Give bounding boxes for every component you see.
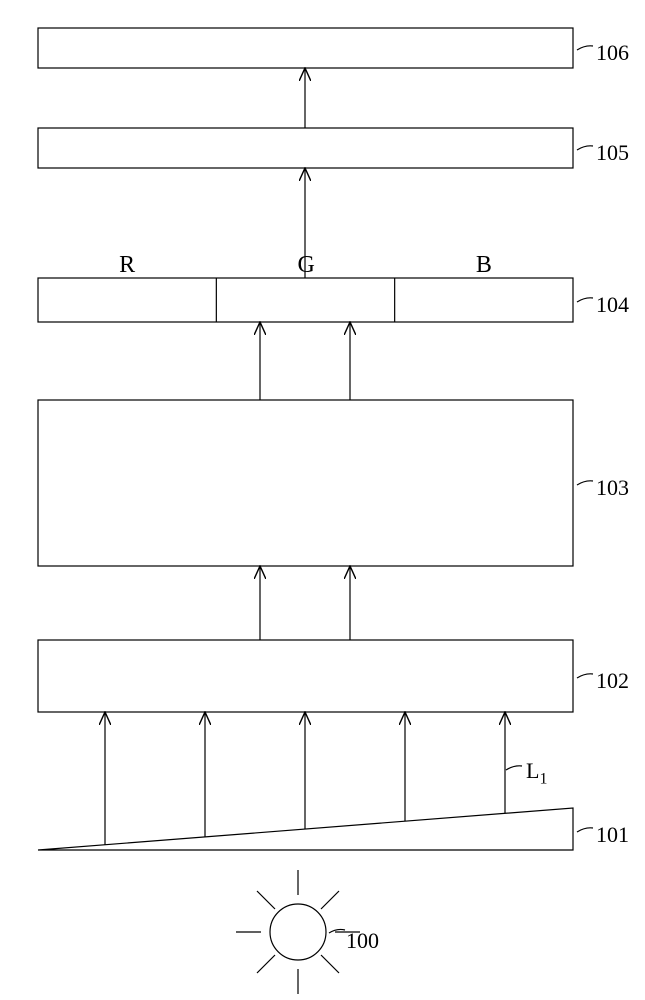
ref-label-106: 106 bbox=[596, 40, 629, 66]
ref-label-104: 104 bbox=[596, 292, 629, 318]
ref-label-102: 102 bbox=[596, 668, 629, 694]
ref-connector bbox=[577, 298, 593, 302]
ref-label-101: 101 bbox=[596, 822, 629, 848]
ref-label-103: 103 bbox=[596, 475, 629, 501]
cell-label-B: B bbox=[476, 252, 492, 279]
ref-label-100: 100 bbox=[346, 928, 379, 954]
ref-label-105: 105 bbox=[596, 140, 629, 166]
light-ray bbox=[321, 891, 339, 909]
layer-105 bbox=[38, 128, 573, 168]
layer-106 bbox=[38, 28, 573, 68]
ref-connector bbox=[577, 828, 593, 832]
ref-connector bbox=[577, 46, 593, 50]
light-ray bbox=[321, 955, 339, 973]
light-source-icon bbox=[270, 904, 326, 960]
label-L1: L1 bbox=[526, 758, 547, 788]
ref-connector bbox=[577, 481, 593, 485]
ref-connector bbox=[577, 674, 593, 678]
cell-label-G: G bbox=[298, 252, 315, 279]
layer-103 bbox=[38, 400, 573, 566]
layered-diagram bbox=[0, 0, 645, 1000]
ref-connector bbox=[577, 146, 593, 150]
cell-label-R: R bbox=[119, 252, 135, 279]
layer-104 bbox=[38, 278, 573, 322]
light-ray bbox=[257, 891, 275, 909]
l1-connector bbox=[506, 766, 522, 770]
layer-102 bbox=[38, 640, 573, 712]
light-ray bbox=[257, 955, 275, 973]
